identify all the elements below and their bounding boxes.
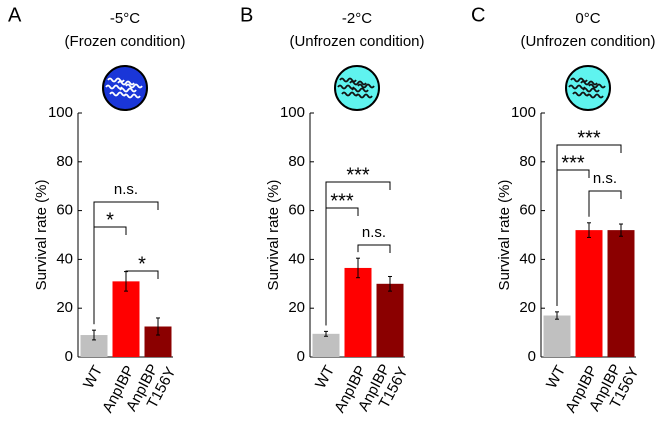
- x-tick-label: WT: [312, 363, 338, 392]
- significance-bracket: [325, 181, 391, 326]
- significance-label: n.s.: [362, 224, 386, 241]
- x-tick-label: AnpIBPT156Y: [355, 356, 412, 422]
- significance-label: ***: [577, 127, 601, 149]
- panel-label: A: [8, 4, 22, 26]
- significance-label: *: [106, 209, 114, 231]
- y-tick-label: 100: [280, 104, 305, 121]
- significance-bracket: [588, 190, 622, 217]
- worm: [117, 80, 135, 86]
- panel-label: B: [240, 4, 253, 26]
- significance-bracket: [556, 144, 622, 306]
- worm: [123, 93, 141, 99]
- bar: [112, 281, 140, 357]
- panel-title: -2°C: [342, 10, 372, 27]
- y-tick-label: 20: [56, 299, 73, 316]
- bar: [344, 267, 372, 357]
- y-tick-label: 0: [297, 348, 305, 365]
- bar: [80, 335, 108, 357]
- y-tick-label: 0: [528, 348, 536, 365]
- panel-label: C: [471, 4, 485, 26]
- y-axis-label: Survival rate (%): [33, 180, 50, 291]
- y-axis-label: Survival rate (%): [496, 180, 513, 291]
- significance-label: *: [138, 253, 146, 275]
- y-tick-label: 80: [288, 153, 305, 170]
- y-tick-label: 40: [519, 250, 536, 267]
- significance-label: ***: [330, 190, 354, 212]
- bar: [607, 230, 635, 357]
- y-tick-label: 100: [511, 104, 536, 121]
- x-tick-label: AnpIBPT156Y: [123, 356, 180, 422]
- worm: [351, 87, 369, 93]
- significance-label: ***: [561, 152, 585, 174]
- significance-bracket: [125, 270, 159, 279]
- worm: [568, 84, 586, 90]
- x-tick-label: WT: [543, 363, 569, 392]
- y-tick-label: 20: [519, 299, 536, 316]
- worm: [582, 87, 600, 93]
- worm: [125, 83, 143, 89]
- bar: [575, 230, 603, 357]
- significance-bracket: [93, 201, 159, 325]
- worm: [341, 91, 359, 97]
- icon: [334, 65, 380, 111]
- panel-title: 0°C: [575, 10, 600, 27]
- worm: [119, 87, 137, 93]
- worm: [580, 80, 598, 86]
- y-tick-label: 40: [288, 250, 305, 267]
- y-tick-label: 80: [519, 153, 536, 170]
- y-tick-label: 60: [56, 202, 73, 219]
- worm: [337, 84, 355, 90]
- bar: [312, 333, 340, 357]
- y-axis-label: Survival rate (%): [265, 180, 282, 291]
- y-tick-label: 40: [56, 250, 73, 267]
- worm: [355, 93, 373, 99]
- y-tick-label: 20: [288, 299, 305, 316]
- worm: [572, 91, 590, 97]
- panel-subtitle: (Unfrozen condition): [520, 33, 655, 50]
- panel-subtitle: (Unfrozen condition): [289, 33, 424, 50]
- y-tick-label: 60: [288, 202, 305, 219]
- bar: [376, 283, 404, 357]
- icon: [565, 65, 611, 111]
- y-tick-label: 0: [65, 348, 73, 365]
- panel-subtitle: (Frozen condition): [65, 33, 186, 50]
- significance-label: ***: [346, 164, 370, 186]
- y-tick-label: 60: [519, 202, 536, 219]
- significance-label: n.s.: [593, 170, 617, 187]
- x-tick-label: WT: [80, 363, 106, 392]
- y-tick-label: 80: [56, 153, 73, 170]
- worm: [357, 83, 375, 89]
- worm: [105, 84, 123, 90]
- panel-title: -5°C: [110, 10, 140, 27]
- worm: [586, 93, 604, 99]
- icon: [102, 65, 148, 111]
- y-tick-label: 100: [48, 104, 73, 121]
- worm: [349, 80, 367, 86]
- significance-label: n.s.: [114, 181, 138, 198]
- worm: [109, 91, 127, 97]
- significance-bracket: [357, 244, 391, 253]
- bar: [543, 315, 571, 357]
- worm: [588, 83, 606, 89]
- x-tick-label: AnpIBPT156Y: [586, 356, 643, 422]
